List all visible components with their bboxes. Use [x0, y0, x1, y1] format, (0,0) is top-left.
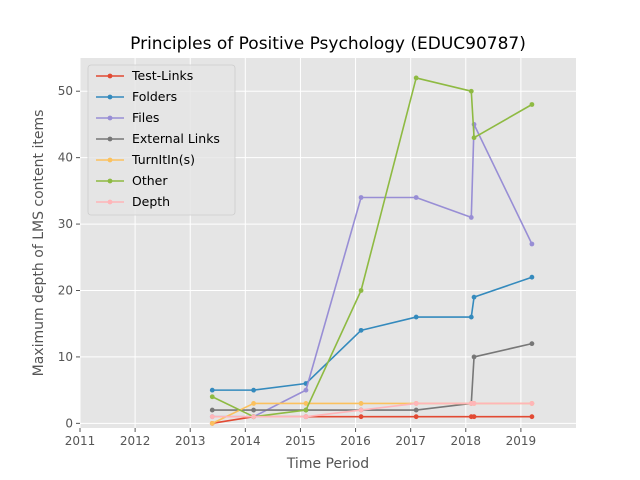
data-point-turnitin-s	[251, 401, 256, 406]
x-tick-label: 2011	[65, 434, 96, 448]
series-line-folders	[212, 276, 533, 391]
x-tick-label: 2018	[451, 434, 482, 448]
x-tick-label: 2012	[120, 434, 151, 448]
data-point-other	[413, 75, 419, 81]
legend-label: TurnItIn(s)	[131, 152, 195, 167]
legend: Test-Links Folders Files External Links Turn…	[87, 64, 236, 216]
data-point-folders	[529, 274, 535, 280]
series-folders	[209, 274, 535, 393]
legend-item-folders: Folders	[96, 89, 177, 104]
data-point-files	[358, 195, 364, 200]
legend-item-files: Files	[96, 110, 159, 125]
data-point-folders	[471, 294, 477, 300]
y-tick-label: 0	[65, 416, 73, 430]
x-tick-label: 2019	[506, 434, 537, 448]
y-axis-label: Maximum depth of LMS content items	[31, 110, 47, 377]
legend-marker	[107, 73, 113, 79]
data-point-files	[468, 215, 474, 220]
x-axis-ticks: 2011 2012 2013 2014 2015 2016 2017 2018 2019	[65, 428, 536, 448]
legend-item-test-links: Test-Links	[96, 68, 193, 83]
y-axis-ticks: 0 10 20 30 40 50	[58, 84, 80, 430]
data-point-depth	[358, 407, 364, 413]
data-point-external-links	[209, 407, 215, 413]
data-point-depth	[529, 401, 535, 406]
data-point-folders	[468, 314, 474, 320]
legend-label: Other	[132, 173, 168, 188]
data-point-external-links	[471, 354, 477, 360]
legend-item-turnitin-s: TurnItIn(s)	[96, 152, 195, 167]
legend-marker	[107, 136, 113, 142]
data-point-folders	[251, 387, 256, 393]
legend-marker	[107, 178, 113, 184]
data-point-other	[209, 394, 215, 400]
data-point-external-links	[413, 407, 419, 413]
data-point-other	[303, 407, 309, 413]
data-point-external-links	[251, 407, 256, 413]
data-point-turnitin-s	[209, 420, 215, 426]
y-tick-label: 50	[58, 84, 73, 98]
y-tick-label: 20	[58, 283, 73, 297]
series-other	[209, 75, 535, 420]
chart-title: Principles of Positive Psychology (EDUC9…	[130, 34, 526, 54]
data-point-turnitin-s	[358, 401, 364, 406]
grid	[79, 58, 576, 428]
data-point-test-links	[413, 414, 419, 420]
legend-label: Depth	[132, 194, 170, 209]
data-point-test-links	[529, 414, 535, 420]
legend-item-other: Other	[96, 173, 168, 188]
series-depth	[209, 401, 535, 420]
series-layer	[209, 75, 535, 426]
series-line-external-links	[212, 342, 533, 411]
legend-label: Files	[132, 110, 159, 125]
x-tick-label: 2014	[230, 434, 261, 448]
data-point-files	[413, 195, 419, 200]
legend-item-depth: Depth	[96, 194, 170, 209]
series-line-other	[211, 77, 533, 418]
data-point-depth	[471, 401, 477, 406]
legend-label: Test-Links	[131, 68, 193, 83]
data-point-turnitin-s	[303, 401, 309, 406]
legend-marker	[107, 157, 113, 163]
legend-label: External Links	[132, 131, 220, 146]
data-point-folders	[358, 327, 364, 333]
data-point-other	[468, 88, 474, 94]
x-tick-label: 2017	[395, 434, 426, 448]
legend-label: Folders	[132, 89, 177, 104]
legend-marker	[107, 115, 113, 121]
data-point-folders	[413, 314, 419, 320]
legend-marker	[107, 199, 113, 205]
data-point-other	[529, 102, 535, 107]
data-point-files	[529, 241, 535, 247]
data-point-other	[358, 288, 364, 293]
legend-item-external-links: External Links	[96, 131, 220, 146]
y-tick-label: 40	[58, 151, 73, 165]
data-point-depth	[303, 414, 309, 420]
data-point-test-links	[471, 414, 477, 420]
legend-box	[87, 64, 236, 216]
data-point-external-links	[529, 341, 535, 347]
x-axis-label: Time Period	[286, 456, 369, 472]
data-point-other	[471, 135, 477, 141]
y-tick-label: 30	[58, 217, 73, 231]
data-point-files	[303, 387, 309, 393]
x-tick-label: 2015	[285, 434, 316, 448]
data-point-folders	[209, 387, 215, 393]
data-point-depth	[209, 414, 215, 420]
data-point-depth	[413, 401, 419, 406]
data-point-test-links	[358, 414, 364, 420]
x-tick-label: 2013	[175, 434, 206, 448]
data-point-depth	[251, 414, 256, 420]
legend-marker	[107, 94, 113, 100]
x-tick-label: 2016	[340, 434, 371, 448]
y-tick-label: 10	[58, 350, 73, 364]
